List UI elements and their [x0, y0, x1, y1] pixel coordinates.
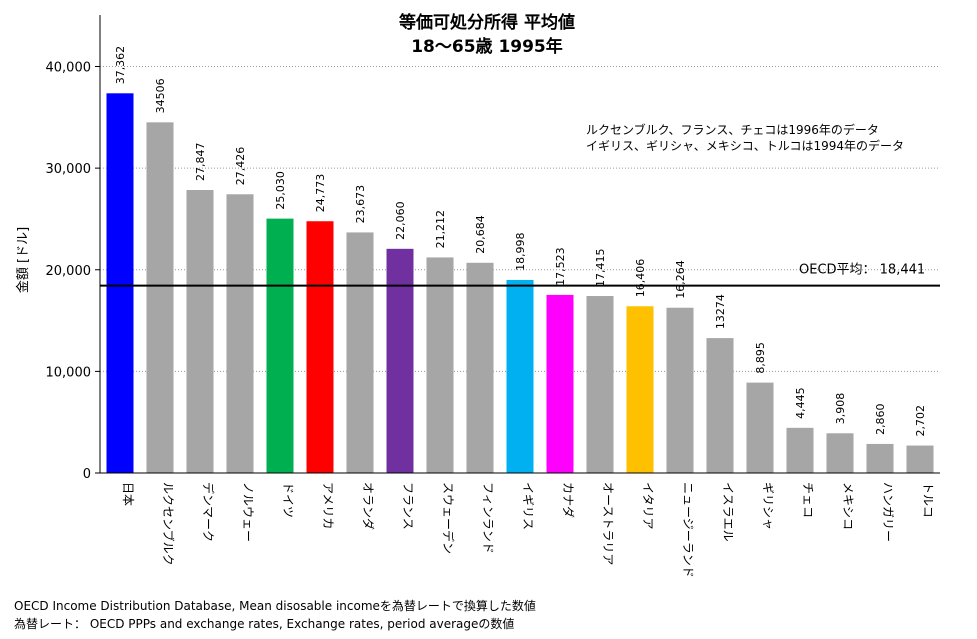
- bar: [626, 306, 654, 473]
- category-label: フィンランド: [481, 482, 495, 554]
- bar: [586, 296, 614, 473]
- bar: [426, 257, 454, 473]
- chart-title: 等価可処分所得 平均値: [399, 12, 575, 33]
- value-label: 24,773: [314, 174, 327, 213]
- bar: [466, 262, 494, 473]
- category-label: カナダ: [561, 482, 576, 518]
- category-label: ノルウェー: [241, 482, 255, 542]
- category-label: オーストラリア: [601, 482, 615, 565]
- category-label: ドイツ: [281, 482, 295, 518]
- annotation-1996: ルクセンブルク、フランス、チェコは1996年のデータ: [586, 123, 879, 137]
- bar: [506, 279, 534, 473]
- value-label: 21,212: [434, 210, 447, 249]
- category-label: ルクセンブルク: [161, 482, 176, 566]
- y-tick-label: 0: [83, 467, 91, 482]
- bar: [266, 218, 294, 473]
- value-label: 16,264: [674, 260, 687, 299]
- bar: [346, 232, 374, 473]
- value-label: 16,406: [634, 259, 647, 298]
- footnote-exchange-rate: 為替レート： OECD PPPs and exchange rates, Exc…: [14, 617, 515, 631]
- bar: [666, 307, 694, 473]
- category-label: スウェーデン: [441, 482, 456, 554]
- value-label: 17,523: [554, 247, 567, 286]
- value-label: 4,445: [794, 387, 807, 419]
- category-label: アメリカ: [321, 482, 335, 529]
- bar: [386, 248, 414, 473]
- category-label: イスラエル: [721, 482, 735, 542]
- annotation-1994: イギリス、ギリシャ、メキシコ、トルコは1994年のデータ: [586, 139, 905, 153]
- bar: [906, 445, 934, 473]
- value-label: 37,362: [114, 46, 127, 85]
- y-tick-label: 10,000: [46, 365, 92, 380]
- bar: [106, 93, 134, 473]
- bar: [186, 190, 214, 473]
- y-tick-label: 30,000: [46, 162, 92, 177]
- bar: [306, 221, 334, 473]
- category-label: チェコ: [801, 482, 815, 518]
- value-label: 2,702: [914, 405, 927, 437]
- value-label: 13274: [714, 294, 727, 329]
- bar: [826, 433, 854, 473]
- value-label: 25,030: [274, 171, 287, 210]
- value-label: 3,908: [834, 393, 847, 425]
- category-label: ハンガリー: [881, 482, 895, 542]
- value-label: 2,860: [874, 403, 887, 435]
- bar: [866, 443, 894, 473]
- value-label: 20,684: [474, 215, 487, 254]
- bar: [226, 194, 254, 474]
- category-label: メキシコ: [841, 482, 855, 530]
- category-label: デンマーク: [201, 482, 216, 542]
- category-label: ギリシャ: [761, 482, 775, 530]
- value-label: 17,415: [594, 249, 607, 288]
- value-label: 18,998: [514, 232, 527, 271]
- bar: [706, 338, 734, 473]
- chart-subtitle: 18〜65歳 1995年: [411, 36, 563, 57]
- category-label: オランダ: [361, 482, 376, 530]
- y-tick-label: 20,000: [46, 264, 92, 279]
- bar: [546, 294, 574, 473]
- value-label: 8,895: [754, 342, 767, 374]
- y-tick-label: 40,000: [46, 61, 92, 76]
- y-axis-title: 金額 [ドル]: [15, 227, 31, 293]
- value-label: 27,847: [194, 143, 207, 182]
- value-label: 27,426: [234, 147, 247, 186]
- category-label: フランス: [401, 482, 415, 530]
- category-label: 日本: [121, 482, 135, 506]
- bar: [146, 122, 174, 474]
- bar: [746, 382, 774, 473]
- oecd-average-label: OECD平均： 18,441: [799, 263, 925, 278]
- category-label: トルコ: [921, 482, 935, 518]
- category-label: ニュージーランド: [681, 482, 695, 578]
- category-label: イタリア: [641, 482, 655, 530]
- footnote-source: OECD Income Distribution Database, Mean …: [14, 599, 536, 613]
- category-label: イギリス: [521, 482, 535, 530]
- chart-annotations: ルクセンブルク、フランス、チェコは1996年のデータ イギリス、ギリシャ、メキシ…: [586, 122, 904, 154]
- bar: [786, 427, 814, 473]
- value-label: 23,673: [354, 185, 367, 224]
- value-label: 22,060: [394, 201, 407, 240]
- value-label: 34506: [154, 78, 167, 113]
